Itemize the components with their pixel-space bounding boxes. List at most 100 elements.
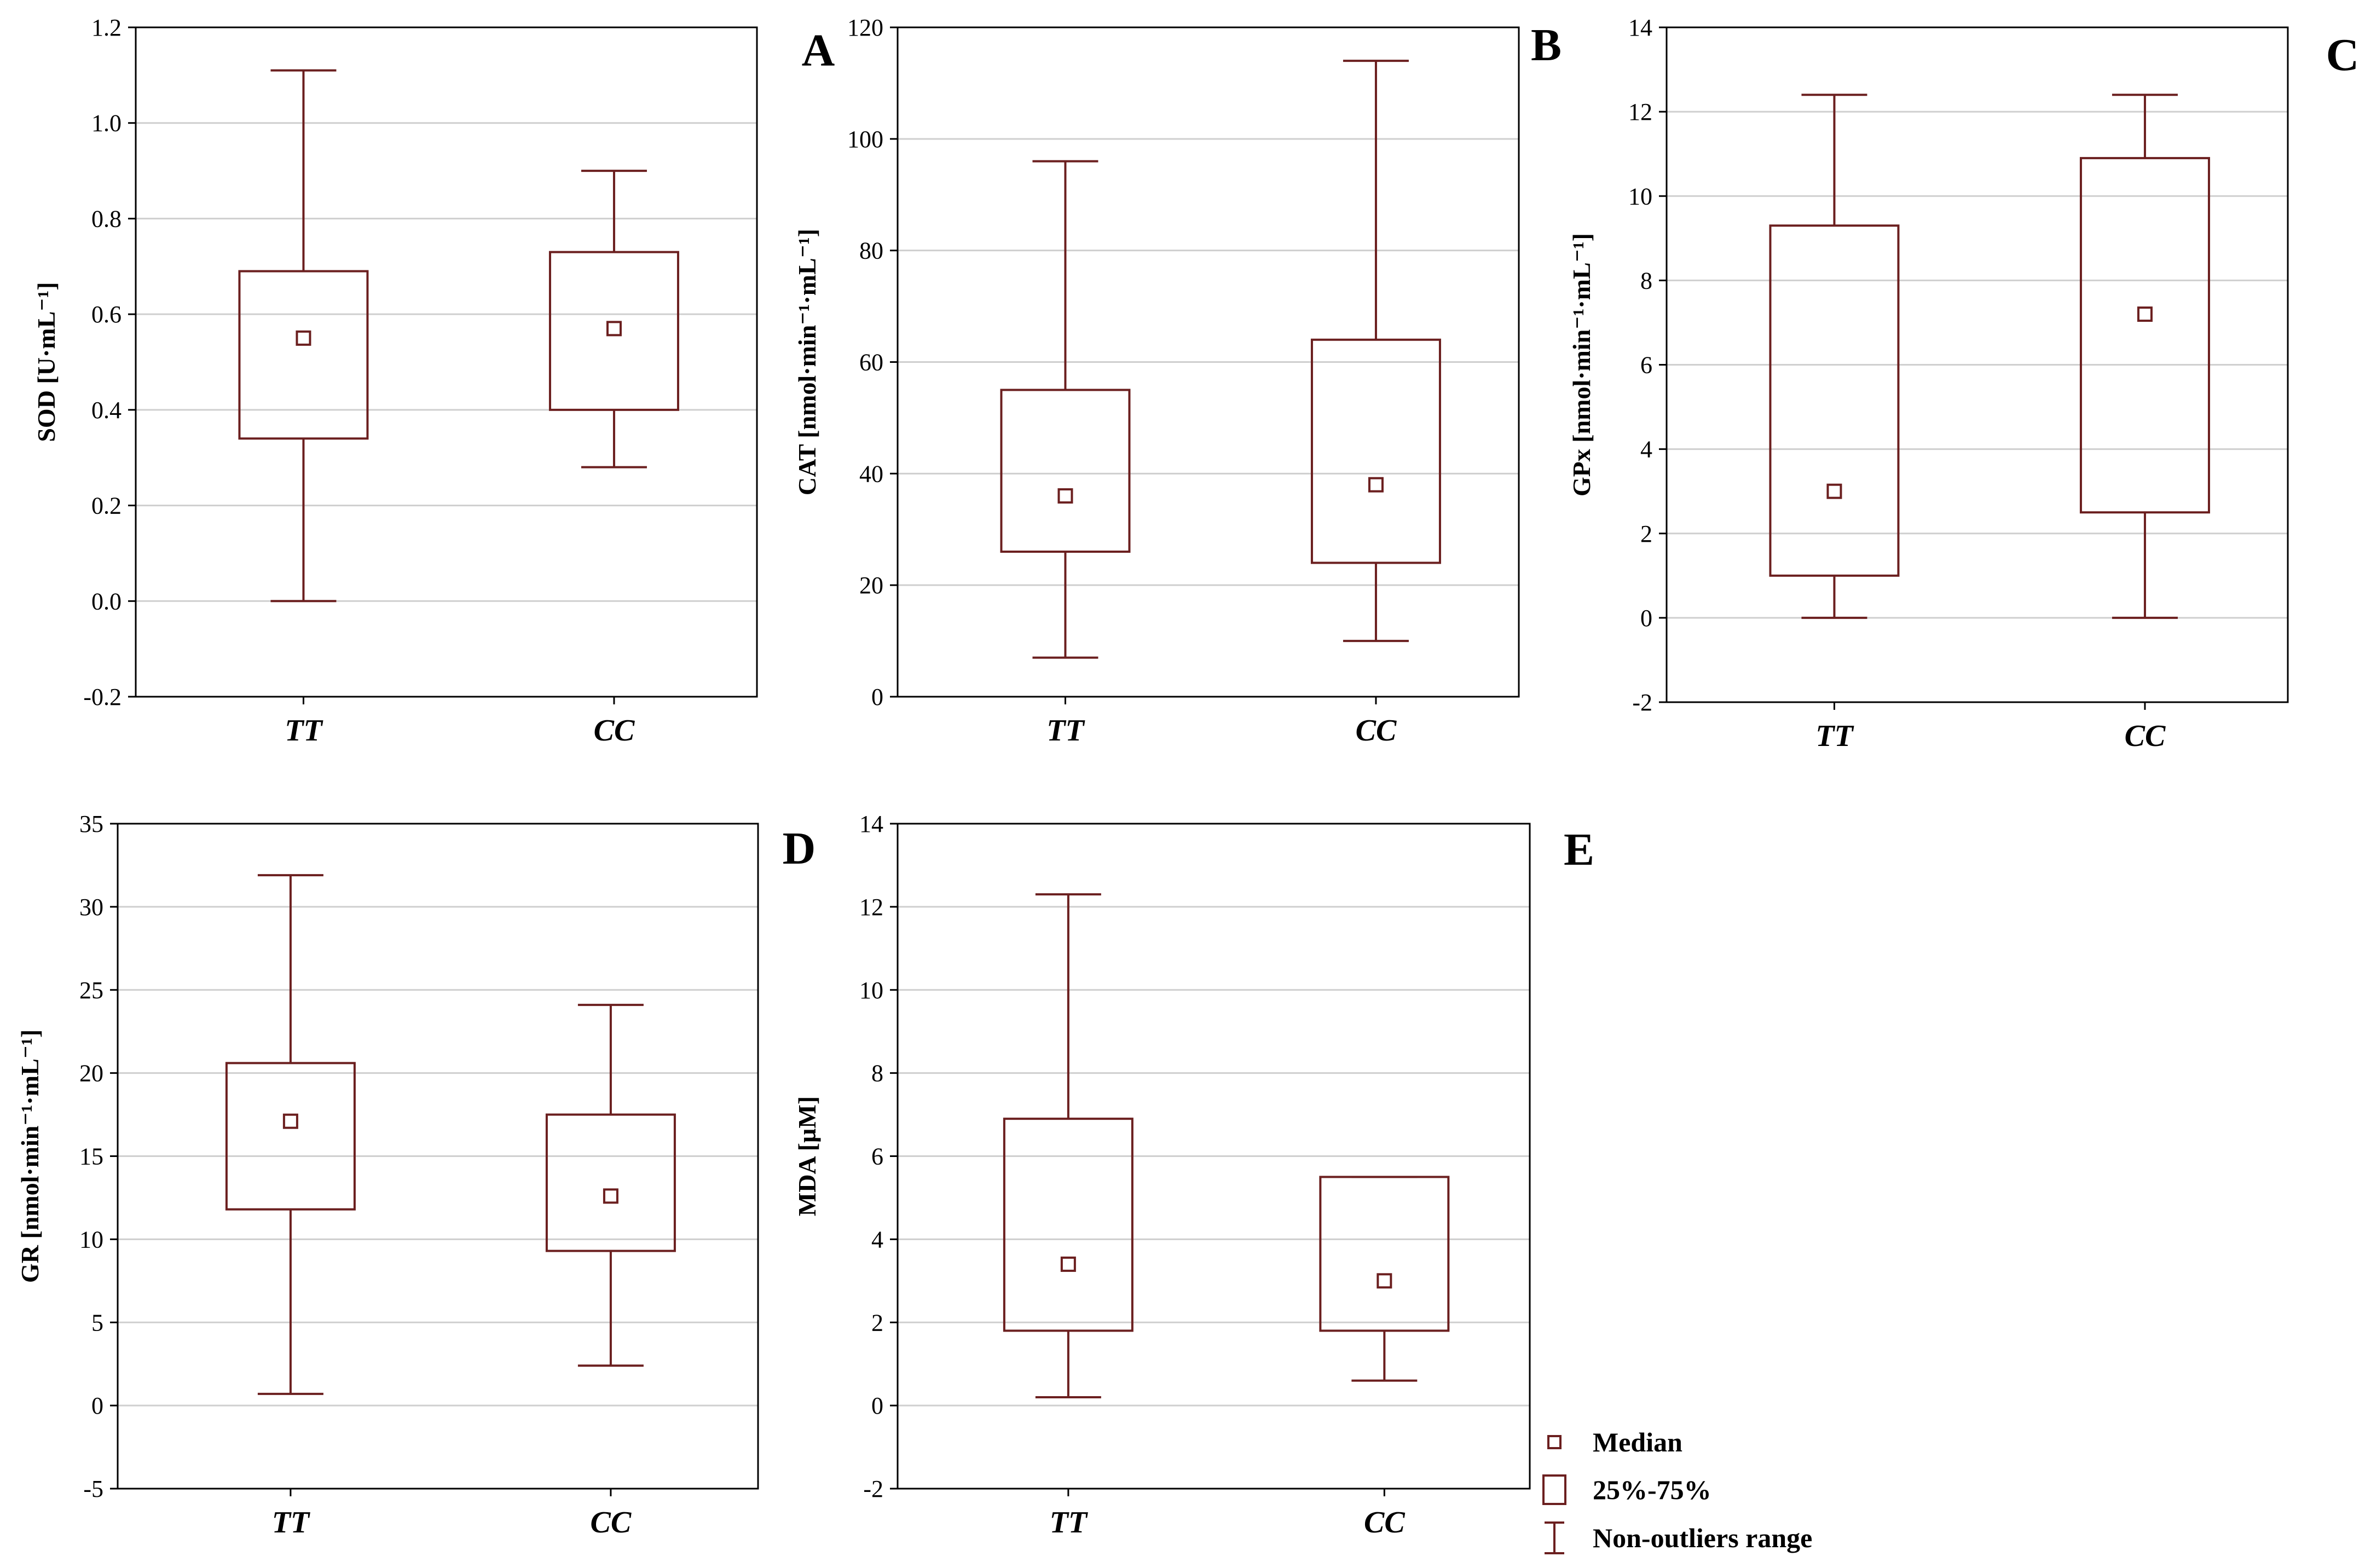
x-category-label: TT [1050,1506,1089,1540]
panel-label: E [1564,824,1594,875]
median-marker [1826,483,1842,499]
legend-item-box: 25%-75% [1542,1474,1711,1505]
y-tick-label: 40 [859,460,883,487]
median-marker [282,1113,298,1129]
median-marker [296,330,311,346]
y-axis-label: MDA [µM] [793,1096,821,1216]
y-tick-label: -5 [83,1476,103,1502]
plot-frame [897,26,1520,698]
iqr-box [2079,157,2210,514]
median-marker [603,1188,618,1204]
iqr-box [545,1113,676,1252]
y-tick-label: 6 [871,1143,883,1170]
median-marker [2137,306,2153,322]
y-tick-label: 0 [91,1392,103,1419]
y-tick-label: 0 [871,684,883,710]
y-tick-label: 8 [871,1060,883,1087]
y-tick-label: 0.6 [91,301,122,328]
y-tick-label: 4 [871,1226,883,1253]
y-tick-label: 60 [859,349,883,376]
y-tick-label: 0 [871,1392,883,1419]
iqr-box [1310,338,1441,564]
iqr-box [238,270,369,440]
box-cc [548,170,679,468]
y-tick-label: 1.2 [91,14,122,41]
y-tick-label: -0.2 [83,684,122,710]
x-category-label: CC [1364,1506,1405,1540]
median-marker [606,321,622,337]
y-tick-label: 4 [1640,436,1652,463]
x-category-label: CC [2125,719,2166,753]
y-axis-label: GPx [nmol·min⁻¹·mL⁻¹] [1568,233,1595,496]
y-axis-label: GR [nmol·min⁻¹·mL⁻¹] [16,1029,44,1283]
x-category-label: CC [591,1506,632,1540]
box-tt [238,69,369,603]
y-tick-label: 8 [1640,267,1652,294]
median-marker [1368,477,1384,493]
iqr-box [225,1062,356,1211]
x-category-label: TT [272,1506,311,1540]
y-tick-label: 0.2 [91,493,122,519]
y-tick-label: 12 [859,894,883,921]
iqr-box [548,251,679,411]
median-marker [1060,1256,1076,1272]
iqr-box [1319,1176,1450,1332]
panel-label: C [2326,30,2360,80]
panels: -0.2 0.0 0.2 0.4 0.6 0.8 1.0 1.2 TT CC SOD [U·mL⁻¹… [16,14,2359,1540]
y-tick-label: 0.0 [91,588,122,615]
legend-label: 25%-75% [1593,1474,1711,1505]
y-tick-label: 2 [871,1309,883,1336]
panel-label: D [783,823,816,874]
y-tick-label: 14 [1628,14,1652,41]
y-tick-label: -2 [1632,689,1652,716]
y-tick-label: 20 [859,572,883,599]
box-tt [1000,160,1131,659]
box-cc [2079,94,2210,619]
y-tick-label: 1.0 [91,110,122,137]
plot-frame [117,823,759,1490]
legend-box-symbol [1542,1474,1566,1505]
plot-frame [897,823,1531,1490]
y-tick-label: 15 [79,1143,103,1170]
box-cc [1310,60,1441,643]
plot-frame [1666,26,2289,703]
x-category-label: CC [1356,714,1397,748]
panel-label: B [1531,20,1562,71]
y-tick-label: 10 [1628,183,1652,210]
y-tick-label: -2 [863,1476,883,1502]
chart-panel-a: -0.2 0.0 0.2 0.4 0.6 0.8 1.0 1.2 TT CC SOD [U·mL⁻¹… [32,14,835,748]
x-category-label: TT [285,714,323,748]
box-cc [1319,1176,1450,1382]
box-tt [225,874,356,1395]
chart-panel-c: -2 0 2 4 6 8 10 12 14 TT CC GPx [nmol·min⁻¹·mL⁻¹] C [1568,14,2359,753]
x-category-label: TT [1815,719,1854,753]
y-tick-label: 10 [859,977,883,1004]
legend-label: Non-outliers range [1593,1523,1812,1553]
y-tick-label: 25 [79,977,103,1004]
y-tick-label: 2 [1640,520,1652,547]
y-axis-label: SOD [U·mL⁻¹] [32,282,60,442]
y-tick-label: 0 [1640,605,1652,632]
legend-label: Median [1593,1427,1682,1457]
chart-panel-e: -2 0 2 4 6 8 10 12 14 TT CC MDA [µM] E [793,811,1594,1540]
y-tick-label: 12 [1628,99,1652,125]
y-tick-label: 5 [91,1309,103,1336]
box-tt [1769,94,1900,619]
chart-panel-b: 0 20 40 60 80 100 120 TT CC CAT [nmol·min⁻¹·mL⁻¹]… [793,14,1562,748]
iqr-box [1000,389,1131,553]
box-cc [545,1004,676,1367]
legend-item-median: Median [1547,1427,1682,1457]
iqr-box [1003,1118,1134,1332]
median-marker [1057,488,1073,504]
median-marker [1377,1273,1392,1289]
panel-label: A [802,25,835,76]
legend: Median 25%-75% Non-outliers range [1542,1427,1812,1554]
y-tick-label: 80 [859,238,883,264]
y-tick-label: 100 [847,126,883,153]
y-axis-label: CAT [nmol·min⁻¹·mL⁻¹] [793,229,821,495]
y-tick-label: 20 [79,1060,103,1087]
y-tick-label: 0.8 [91,205,122,232]
y-tick-label: 30 [79,894,103,921]
y-tick-label: 120 [847,14,883,41]
